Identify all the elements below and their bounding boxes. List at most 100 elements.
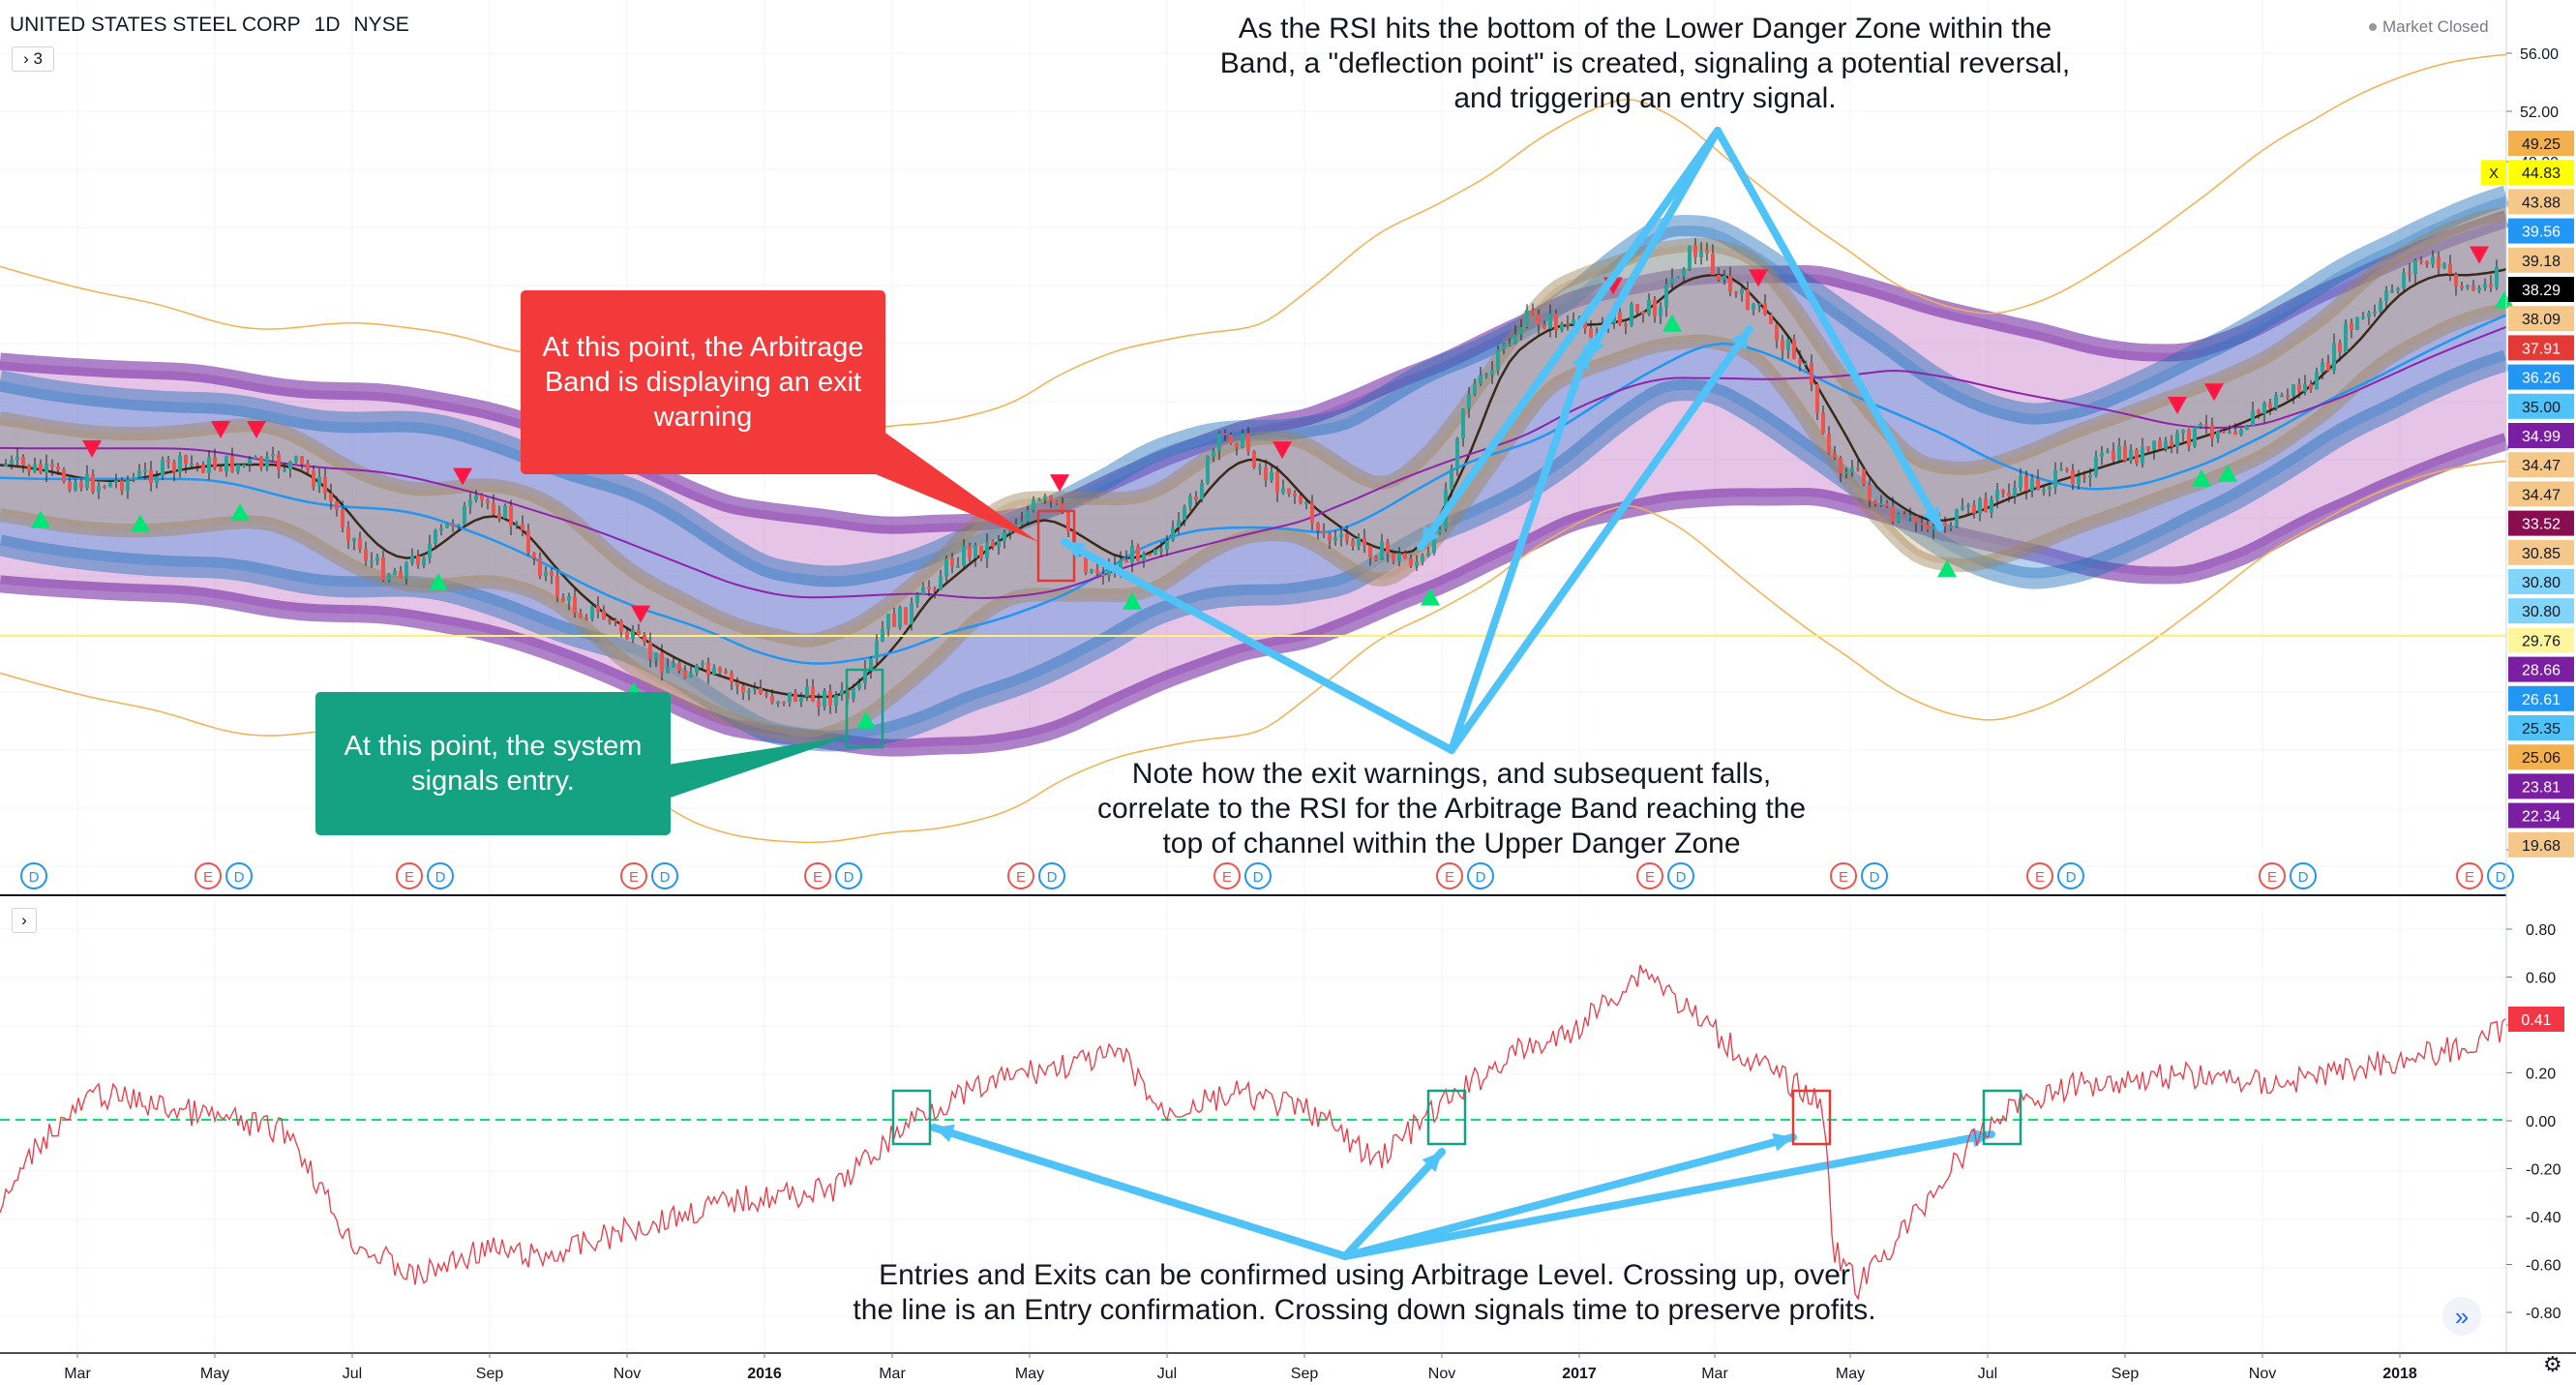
symbol-name[interactable]: UNITED STATES STEEL CORP: [10, 14, 301, 36]
candle-body: [2483, 284, 2487, 288]
candle-body: [1873, 500, 1877, 504]
deflection-arrow-c-head: [1922, 506, 1940, 527]
candle-body: [579, 613, 583, 617]
candle-body: [1490, 370, 1494, 376]
price-label-text: 39.18: [2522, 254, 2561, 270]
candle-body: [921, 587, 925, 595]
candle-body: [2059, 468, 2063, 471]
candle-body: [799, 696, 803, 702]
sell-signal-icon: [247, 421, 266, 438]
tan-band-upper: [0, 206, 2507, 647]
candle-body: [1438, 528, 1442, 533]
candle-body: [2297, 384, 2301, 392]
osc-current-badge: [2508, 1007, 2564, 1032]
candle-body: [1868, 484, 1872, 501]
time-tick-label: Jul: [1157, 1366, 1177, 1382]
candle-body: [91, 473, 95, 493]
candle-body: [602, 610, 606, 619]
osc-tick-label: 0.20: [2526, 1067, 2556, 1083]
candle-body: [979, 545, 983, 558]
osc-tick-label: -0.20: [2526, 1162, 2561, 1179]
candle-body: [271, 454, 275, 457]
candle-body: [1212, 450, 1215, 457]
deflection-arrow-c: [1714, 127, 1944, 531]
candle-body: [2077, 476, 2081, 485]
candle-body: [910, 603, 914, 625]
candle-body: [1821, 412, 1825, 435]
candle-body: [939, 576, 943, 590]
candle-body: [2262, 403, 2266, 414]
time-axis: Mar May Jul Sep Nov 2016 Mar May Jul Sep Nov 2017 Ma…: [64, 1353, 2417, 1382]
symbol-interval[interactable]: 1D: [314, 14, 341, 36]
candle-body: [346, 527, 350, 541]
price-label-badge: [2508, 627, 2574, 653]
dividend-marker: [1861, 862, 1888, 889]
candle-body: [1363, 537, 1366, 546]
candle-body: [2233, 431, 2237, 436]
candle-body: [2471, 286, 2475, 290]
price-label-badge: [2508, 744, 2574, 770]
scroll-to-realtime-button[interactable]: »: [2442, 1297, 2481, 1336]
candle-body: [567, 596, 571, 601]
candle-body: [201, 464, 205, 473]
candle-body: [1403, 553, 1407, 559]
candle-body: [654, 651, 658, 659]
indicators-collapse-button[interactable]: › 3: [12, 46, 54, 72]
candle-body: [1949, 526, 1953, 528]
candle-body: [1722, 275, 1726, 280]
chart-settings-button[interactable]: ⚙: [2543, 1352, 2562, 1377]
candle-body: [288, 461, 292, 469]
price-label-badge: [2508, 715, 2574, 740]
candle-body: [1618, 312, 1622, 324]
candle-body: [1397, 553, 1401, 561]
earnings-marker-label: E: [404, 869, 414, 886]
candle-body: [21, 457, 25, 466]
candle-body: [1299, 496, 1303, 503]
candle-body: [555, 576, 559, 597]
candle-body: [27, 465, 31, 472]
earnings-marker-label: E: [2035, 869, 2045, 886]
candle-body: [219, 467, 223, 472]
candle-body: [660, 651, 664, 674]
candle-body: [695, 664, 699, 674]
candle-body: [399, 570, 403, 579]
candle-body: [254, 457, 257, 460]
time-tick-label: Sep: [476, 1366, 504, 1382]
exit-callout-pointer: [876, 426, 1038, 542]
candle-body: [2071, 469, 2075, 485]
earnings-marker-label: E: [203, 869, 213, 886]
price-label-text: 30.80: [2522, 604, 2561, 620]
buy-signal-icon: [1662, 314, 1682, 332]
candle-body: [1711, 253, 1715, 276]
candle-body: [1932, 526, 1935, 530]
candle-body: [962, 545, 966, 566]
dividend-marker-label: D: [435, 869, 446, 886]
candle-body: [2170, 440, 2173, 447]
candle-body: [190, 464, 194, 467]
osc-entry-box: [1982, 1089, 2022, 1146]
candle-body: [2204, 424, 2208, 427]
candle-body: [97, 486, 101, 493]
candle-body: [2251, 409, 2255, 426]
candle-body: [550, 571, 554, 577]
candle-body: [213, 457, 217, 468]
pane2-collapse-button[interactable]: ›: [12, 908, 37, 933]
candle-body: [1392, 553, 1395, 561]
time-tick-label: May: [200, 1366, 229, 1382]
candle-body: [596, 606, 600, 611]
candle-body: [294, 456, 298, 462]
candle-body: [834, 695, 838, 706]
candle-body: [1920, 523, 1924, 526]
candle-body: [2030, 478, 2034, 492]
candle-body: [2001, 490, 2005, 494]
candle-body: [2100, 452, 2104, 458]
purple-band-upper: [0, 210, 2509, 534]
candle-body: [538, 557, 542, 577]
candle-body: [1032, 499, 1035, 511]
candle-body: [1775, 323, 1779, 341]
candle-body: [631, 629, 635, 639]
candle-body: [2123, 445, 2127, 462]
deflection-arrow-b-head: [1587, 337, 1605, 358]
candle-body: [1003, 532, 1006, 541]
